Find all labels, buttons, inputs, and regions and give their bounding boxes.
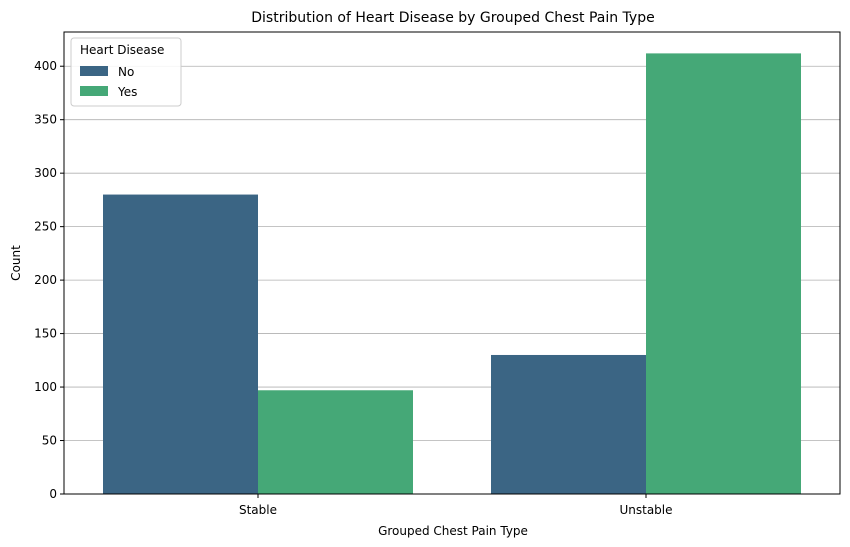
y-tick-label: 350 — [34, 113, 57, 127]
bar-stable-yes — [258, 390, 413, 494]
y-tick-label: 0 — [49, 487, 57, 501]
y-tick-label: 250 — [34, 220, 57, 234]
y-tick-label: 300 — [34, 166, 57, 180]
legend-swatch-no — [80, 66, 108, 76]
y-tick-label: 50 — [42, 434, 57, 448]
x-tick-label: Unstable — [619, 503, 672, 517]
legend-title: Heart Disease — [80, 43, 164, 57]
bar-stable-no — [103, 194, 258, 495]
chart-title: Distribution of Heart Disease by Grouped… — [251, 10, 654, 26]
bar-unstable-yes — [646, 53, 801, 495]
legend: Heart Disease No Yes — [70, 37, 182, 107]
legend-swatch-yes — [80, 86, 108, 96]
y-tick-label: 100 — [34, 380, 57, 394]
legend-label-no: No — [118, 65, 134, 79]
y-tick-label: 200 — [34, 273, 57, 287]
bar-unstable-no — [491, 354, 646, 494]
y-axis-ticks: 0 50 100 150 200 250 300 350 400 — [34, 59, 64, 501]
bars — [103, 53, 801, 495]
x-axis-ticks: Stable Unstable — [239, 494, 673, 517]
y-tick-label: 150 — [34, 327, 57, 341]
x-axis-label: Grouped Chest Pain Type — [378, 524, 528, 538]
y-tick-label: 400 — [34, 59, 57, 73]
plot-frame — [63, 31, 841, 495]
legend-label-yes: Yes — [117, 85, 137, 99]
x-tick-label: Stable — [239, 503, 277, 517]
y-axis-label: Count — [9, 245, 23, 281]
